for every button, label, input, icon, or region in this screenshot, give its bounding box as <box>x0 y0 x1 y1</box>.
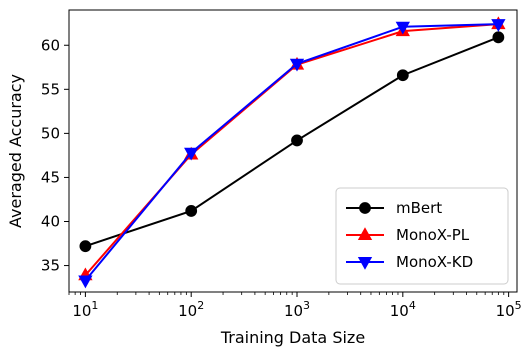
marker <box>185 205 198 217</box>
marker <box>291 134 303 147</box>
legend-item: MonoX-PL <box>346 226 470 244</box>
marker <box>289 58 305 72</box>
series-monox-kd <box>78 19 506 289</box>
marker <box>396 69 409 82</box>
legend-label: MonoX-PL <box>396 226 470 244</box>
legend-item: mBert <box>346 199 442 217</box>
series-mbert <box>79 31 505 253</box>
x-tick-label: 101 <box>72 299 98 320</box>
x-tick-label: 103 <box>284 299 310 320</box>
x-tick-label: 102 <box>178 299 204 320</box>
marker <box>79 240 92 253</box>
marker <box>357 227 373 240</box>
marker <box>491 19 506 32</box>
y-tick-label: 60 <box>41 36 60 54</box>
y-tick-label: 45 <box>41 168 60 186</box>
x-tick-label: 104 <box>390 299 416 320</box>
marker <box>357 257 373 270</box>
legend-label: MonoX-KD <box>396 253 473 271</box>
marker <box>395 21 410 35</box>
marker <box>492 31 505 44</box>
plot-layer <box>78 16 506 289</box>
x-tick-label: 105 <box>496 299 522 320</box>
marker <box>184 147 199 161</box>
marker <box>78 275 93 289</box>
legend-item: MonoX-KD <box>346 253 473 271</box>
y-axis: 35 40 45 50 55 60 <box>41 36 69 275</box>
y-tick-label: 40 <box>41 213 60 231</box>
legend-box <box>335 187 509 285</box>
x-axis-title: Training Data Size <box>220 328 365 347</box>
marker <box>359 202 371 214</box>
y-tick-label: 35 <box>41 257 60 275</box>
y-axis-title: Averaged Accuracy <box>6 74 25 228</box>
y-tick-label: 50 <box>41 124 60 142</box>
legend-label: mBert <box>396 199 442 217</box>
plot-frame <box>68 9 518 293</box>
y-tick-label: 55 <box>41 80 60 98</box>
legend: mBert MonoX-PL MonoX-KD <box>335 187 509 285</box>
x-axis: 101 102 103 104 105 <box>68 292 522 320</box>
